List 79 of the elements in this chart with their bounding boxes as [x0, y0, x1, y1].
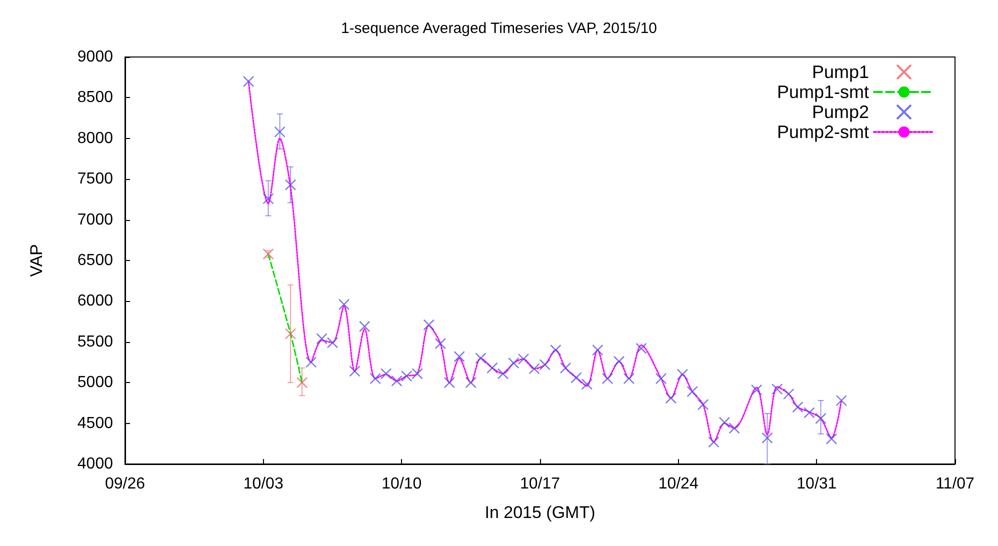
point [326, 337, 338, 348]
point [581, 378, 593, 390]
point [497, 368, 509, 380]
point [284, 179, 296, 190]
y-tick-label: 7000 [77, 211, 114, 228]
x-tick-label: 10/17 [520, 476, 560, 492]
chart-title: 1-sequence Averaged Timeseries VAP, 2015/10 [340, 20, 658, 37]
point [305, 356, 317, 368]
y-tick-label: 4000 [77, 456, 114, 472]
point [815, 412, 826, 424]
point [550, 344, 562, 356]
point [602, 372, 614, 384]
point [370, 372, 381, 384]
y-tick-label: 8500 [77, 89, 114, 106]
point [772, 384, 783, 395]
y-tick-label: 7500 [77, 170, 114, 188]
y-tick-label: 9000 [77, 48, 114, 66]
point [762, 432, 773, 444]
y-tick-label: 4500 [77, 414, 114, 432]
legend-label: Pump1-smt [776, 82, 869, 102]
legend-label: Pump1 [812, 62, 869, 82]
point [454, 350, 465, 362]
point [792, 401, 804, 413]
point [560, 362, 572, 374]
point [391, 375, 402, 387]
point [613, 356, 625, 368]
point [623, 372, 635, 384]
point [665, 392, 677, 404]
x-tick-label: 11/07 [936, 476, 975, 492]
y-tick-label: 8000 [77, 130, 114, 147]
point [475, 352, 486, 364]
point [423, 319, 434, 330]
point [728, 422, 740, 434]
point [434, 338, 446, 350]
point [316, 333, 328, 344]
point [338, 298, 350, 310]
point [528, 363, 540, 374]
point [262, 193, 274, 204]
point [518, 353, 530, 365]
point [655, 372, 667, 384]
point [836, 394, 847, 406]
x-tick-label: 10/03 [243, 476, 284, 492]
point [486, 362, 498, 374]
point [296, 377, 308, 388]
y-axis-title: VAP [27, 244, 46, 277]
point [783, 388, 794, 400]
point [676, 368, 688, 380]
point [708, 436, 720, 448]
point [592, 344, 604, 356]
x-tick-label: 10/24 [658, 476, 698, 492]
y-tick-label: 5500 [77, 333, 114, 350]
point [539, 359, 551, 370]
point [804, 407, 815, 418]
point [636, 342, 647, 354]
point [359, 320, 370, 332]
point [444, 377, 456, 388]
point [380, 368, 392, 380]
point [242, 76, 254, 88]
legend-label: Pump2 [812, 102, 869, 122]
y-tick-label: 6500 [77, 252, 114, 269]
point [349, 366, 360, 377]
point [412, 368, 423, 380]
point [718, 416, 730, 428]
x-tick-label: 10/31 [796, 476, 837, 492]
point [508, 357, 520, 369]
point [401, 370, 412, 382]
point [686, 386, 698, 398]
y-tick-label: 5000 [77, 374, 114, 392]
y-tick-label: 6000 [77, 292, 114, 310]
point [750, 384, 762, 396]
point [570, 372, 582, 384]
point [697, 398, 709, 410]
point [465, 377, 476, 388]
x-tick-label: 09/26 [104, 476, 146, 492]
point [274, 126, 286, 138]
point [284, 328, 296, 340]
legend-label: Pump2-smt [776, 122, 869, 142]
x-tick-label: 10/10 [382, 476, 422, 492]
x-axis-title: In 2015 (GMT) [484, 503, 596, 522]
